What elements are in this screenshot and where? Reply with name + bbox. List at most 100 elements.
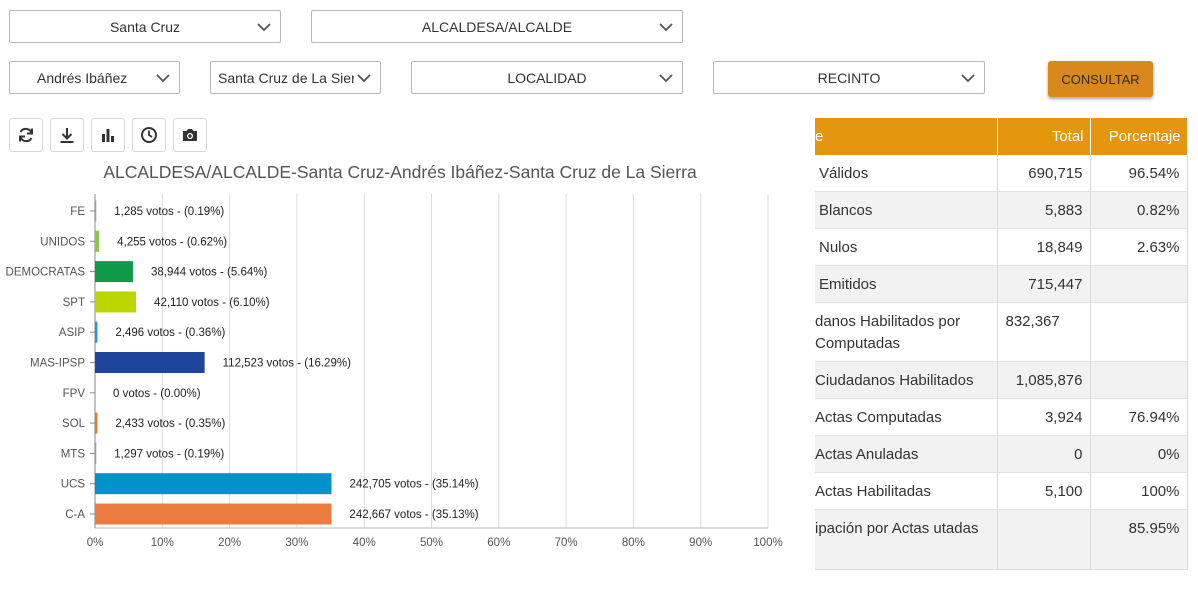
chevron-down-icon <box>659 74 673 83</box>
row-pct: 76.94% <box>1090 398 1188 436</box>
recinto-value: RECINTO <box>817 69 881 86</box>
row-total: 5,883 <box>997 191 1091 229</box>
localidad-select[interactable]: LOCALIDAD <box>411 61 683 94</box>
data-label: 38,944 votos - (5.64%) <box>151 267 268 279</box>
category-label: UCS <box>61 479 86 491</box>
row-pct: 2.63% <box>1090 228 1188 266</box>
row-label: Actas Anuladas <box>815 435 998 473</box>
header-description: e <box>815 118 998 155</box>
x-tick-label: 20% <box>218 537 241 549</box>
row-pct: 85.95% <box>1090 509 1188 570</box>
row-total: 1,085,876 <box>997 361 1091 399</box>
bar <box>95 200 97 222</box>
x-tick-label: 0% <box>87 537 104 549</box>
row-pct: 96.54% <box>1090 155 1188 192</box>
results-bar-chart: 0% 10% 20% 30% 40% 50% 60% 70% 80% 90% 100% FE 1,285… <box>6 194 783 549</box>
municipio-select[interactable]: Santa Cruz de La Sierra <box>210 61 381 94</box>
table-row: Válidos 690,715 96.54% <box>815 155 1188 192</box>
table-row: Ciudadanos Habilitados 1,085,876 <box>815 361 1188 399</box>
cargo-value: ALCALDESA/ALCALDE <box>421 18 573 35</box>
row-label: Actas Computadas <box>815 398 998 436</box>
data-label: 112,523 votos - (16.29%) <box>223 358 351 370</box>
bar <box>95 291 137 313</box>
chart-title: ALCALDESA/ALCALDE-Santa Cruz-Andrés Ibáñ… <box>103 162 697 182</box>
table-row: Nulos 18,849 2.63% <box>815 228 1188 266</box>
x-tick-label: 100% <box>753 537 782 549</box>
bar <box>95 442 97 464</box>
table-header-row: e Total Porcentaje <box>815 118 1188 155</box>
x-tick-label: 50% <box>420 537 443 549</box>
row-total: 715,447 <box>997 265 1091 303</box>
row-total: 832,367 <box>997 302 1091 362</box>
row-total <box>997 509 1091 570</box>
bar <box>95 412 98 434</box>
data-label: 2,496 votos - (0.36%) <box>115 327 225 339</box>
refresh-icon <box>19 127 33 143</box>
row-pct: 0% <box>1090 435 1188 473</box>
cargo-select[interactable]: ALCALDESA/ALCALDE <box>311 10 683 43</box>
row-pct <box>1090 361 1188 399</box>
x-tick-label: 70% <box>555 537 578 549</box>
x-tick-label: 40% <box>353 537 376 549</box>
screenshot-button[interactable] <box>173 118 207 152</box>
category-label: ASIP <box>59 327 86 339</box>
category-label: SOL <box>62 418 86 430</box>
departamento-select[interactable]: Santa Cruz <box>9 10 281 43</box>
row-pct: 0.82% <box>1090 191 1188 229</box>
bar <box>95 352 205 373</box>
provincia-value: Andrés Ibáñez <box>37 69 128 86</box>
category-label: C-A <box>65 509 85 521</box>
category-label: MAS-IPSP <box>30 358 85 370</box>
row-label: Válidos <box>815 155 998 192</box>
clock-icon <box>141 127 157 143</box>
results-table: e Total Porcentaje Válidos 690,715 96.54… <box>815 118 1188 570</box>
category-label: FE <box>70 206 85 218</box>
bar <box>95 321 98 343</box>
camera-icon <box>183 129 197 141</box>
row-label: Blancos <box>815 191 998 229</box>
row-pct <box>1090 302 1188 362</box>
row-total: 3,924 <box>997 398 1091 436</box>
provincia-select[interactable]: Andrés Ibáñez <box>9 61 180 94</box>
chart-type-button[interactable] <box>91 118 125 152</box>
bar-chart-icon <box>102 129 114 142</box>
table-row: Blancos 5,883 0.82% <box>815 191 1188 229</box>
bar <box>95 261 133 283</box>
bar <box>95 230 100 252</box>
download-button[interactable] <box>50 118 84 152</box>
category-label: FPV <box>63 388 86 400</box>
row-label: Emitidos <box>815 265 998 303</box>
refresh-button[interactable] <box>9 118 43 152</box>
table-row: Actas Computadas 3,924 76.94% <box>815 398 1188 436</box>
x-tick-label: 90% <box>689 537 712 549</box>
x-tick-label: 80% <box>622 537 645 549</box>
row-label: danos Habilitados por Computadas <box>815 302 998 362</box>
table-row: danos Habilitados por Computadas 832,367 <box>815 302 1188 362</box>
data-label: 1,285 votos - (0.19%) <box>114 206 224 218</box>
row-label: Ciudadanos Habilitados <box>815 361 998 399</box>
download-icon <box>60 128 74 143</box>
category-label: DEMOCRATAS <box>6 267 86 279</box>
recinto-select[interactable]: RECINTO <box>713 61 985 94</box>
row-pct <box>1090 265 1188 303</box>
table-row: Emitidos 715,447 <box>815 265 1188 303</box>
data-label: 1,297 votos - (0.19%) <box>114 448 224 460</box>
x-tick-label: 10% <box>151 537 174 549</box>
bar <box>95 473 332 495</box>
row-label: Nulos <box>815 228 998 266</box>
table-row: ipación por Actas utadas 85.95% <box>815 509 1188 570</box>
row-label: Actas Habilitadas <box>815 472 998 510</box>
x-tick-label: 60% <box>487 537 510 549</box>
history-button[interactable] <box>132 118 166 152</box>
consultar-button[interactable]: CONSULTAR <box>1048 61 1153 97</box>
chevron-down-icon <box>357 74 371 83</box>
header-porcentaje: Porcentaje <box>1090 118 1188 155</box>
chevron-down-icon <box>257 23 271 32</box>
chevron-down-icon <box>156 74 170 83</box>
data-label: 242,667 votos - (35.13%) <box>349 509 478 521</box>
row-total: 5,100 <box>997 472 1091 510</box>
data-label: 242,705 votos - (35.14%) <box>349 479 478 491</box>
chevron-down-icon <box>961 74 975 83</box>
bar <box>95 503 332 525</box>
row-label: ipación por Actas utadas <box>815 509 998 570</box>
